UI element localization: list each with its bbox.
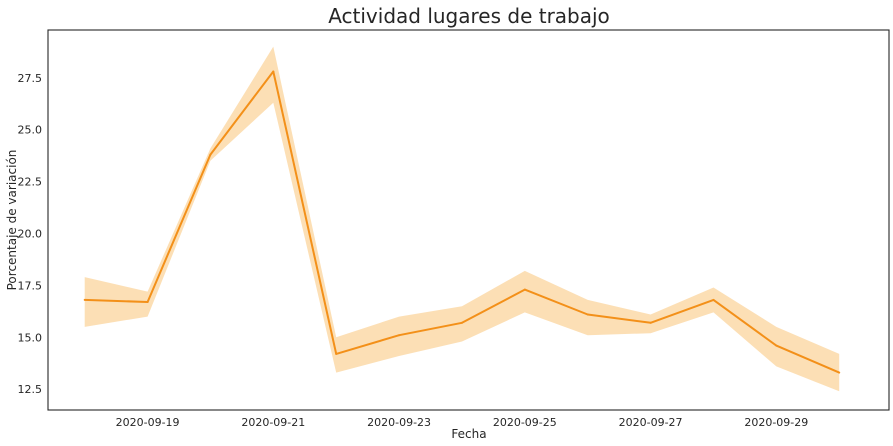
y-tick-label: 15.0 bbox=[18, 331, 43, 344]
data-point bbox=[209, 153, 212, 156]
data-point bbox=[838, 371, 841, 374]
y-tick-label: 20.0 bbox=[18, 228, 43, 241]
data-point bbox=[335, 352, 338, 355]
data-point bbox=[461, 321, 463, 324]
x-tick-label: 2020-09-27 bbox=[619, 416, 683, 429]
data-point bbox=[146, 301, 149, 303]
y-tick-labels: 12.5 15.0 17.5 20.0 22.5 25.0 27.5 bbox=[18, 72, 43, 396]
x-tick-label: 2020-09-19 bbox=[116, 416, 180, 429]
data-point bbox=[712, 298, 715, 301]
x-tick-label: 2020-09-23 bbox=[367, 416, 431, 429]
x-tick-label: 2020-09-25 bbox=[493, 416, 557, 429]
chart-title: Actividad lugares de trabajo bbox=[328, 4, 610, 28]
data-point bbox=[523, 288, 526, 291]
confidence-band-layer bbox=[84, 46, 840, 392]
y-tick-label: 12.5 bbox=[18, 383, 43, 396]
plot-frame bbox=[47, 29, 890, 411]
x-axis-label: Fecha bbox=[451, 427, 486, 441]
data-point bbox=[586, 313, 589, 316]
x-tick-label: 2020-09-29 bbox=[744, 416, 808, 429]
data-point bbox=[398, 334, 401, 337]
series-line-layer bbox=[83, 70, 841, 374]
data-point bbox=[775, 344, 778, 347]
y-tick-label: 27.5 bbox=[18, 72, 43, 85]
x-tick-label: 2020-09-21 bbox=[241, 416, 305, 429]
x-tick-labels: 2020-09-19 2020-09-21 2020-09-23 2020-09-25… bbox=[116, 416, 809, 429]
data-point bbox=[83, 298, 86, 301]
confidence-band bbox=[84, 46, 840, 392]
y-axis-label: Porcentaje de variación bbox=[5, 150, 19, 291]
y-tick-label: 25.0 bbox=[18, 124, 43, 137]
data-point bbox=[649, 321, 652, 324]
y-tick-label: 22.5 bbox=[18, 176, 43, 189]
data-point bbox=[272, 70, 275, 73]
y-tick-label: 17.5 bbox=[18, 279, 43, 292]
